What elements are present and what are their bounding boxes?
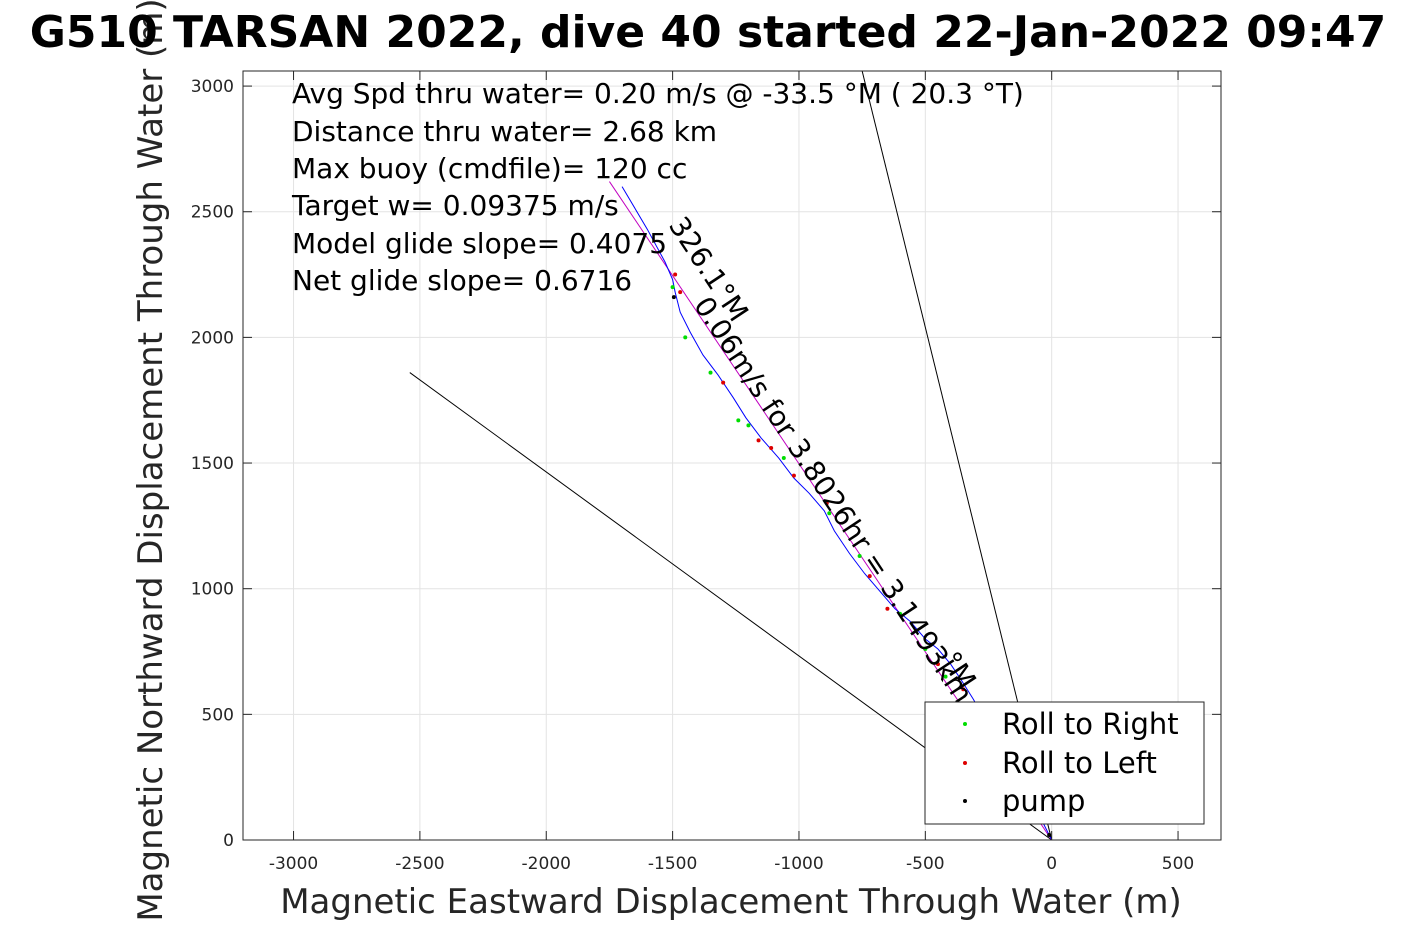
legend-roll-left: Roll to Left [1002, 746, 1157, 780]
x-tick-label: -3000 [269, 854, 318, 874]
roll-right-marker [857, 554, 862, 559]
legend-pump: pump [1002, 784, 1085, 818]
x-tick-label: 500 [1162, 854, 1194, 874]
roll-left-marker [961, 687, 966, 692]
roll-right-marker [708, 370, 713, 375]
roll-left-marker [824, 501, 829, 506]
annotation-model-glide: Model glide slope= 0.4075 [292, 227, 667, 260]
y-tick-label: 1500 [191, 454, 234, 474]
chart-title: G510 TARSAN 2022, dive 40 started 22-Jan… [30, 7, 1386, 58]
y-tick-label: 1000 [191, 580, 234, 600]
roll-right-marker [923, 647, 928, 652]
legend-box [924, 701, 1205, 825]
x-tick-label: -500 [906, 854, 945, 874]
y-tick-label: 0 [223, 831, 234, 851]
plot-frame [242, 70, 1222, 841]
roll-right-marker [781, 456, 786, 461]
roll-right-marker [746, 423, 751, 428]
x-tick-label: -2000 [522, 854, 571, 874]
x-tick-label: -2500 [395, 854, 444, 874]
y-tick-label: 3000 [191, 77, 234, 97]
annotation-avg-speed: Avg Spd thru water= 0.20 m/s @ -33.5 °M … [292, 77, 1024, 110]
roll-left-marker [756, 438, 761, 443]
x-axis-ticks: -3000 -2500 -2000 -1500 -1000 -500 0 500 [269, 71, 1194, 874]
pump-marker [1047, 832, 1052, 837]
y-axis-label: Magnetic Northward Displacement Through … [131, 0, 171, 922]
annotation-net-glide: Net glide slope= 0.6716 [292, 264, 632, 297]
annotation-distance: Distance thru water= 2.68 km [292, 115, 717, 148]
roll-right-marker [827, 511, 832, 516]
legend-roll-left-marker [963, 761, 967, 765]
legend-roll-right: Roll to Right [1002, 707, 1179, 741]
legend: Roll to Right Roll to Left pump [924, 701, 1205, 825]
y-tick-label: 2500 [191, 203, 234, 223]
roll-left-marker [721, 380, 726, 385]
roll-left-marker [769, 445, 774, 450]
series-line [621, 186, 1053, 841]
x-tick-label: -1000 [774, 854, 823, 874]
y-tick-label: 500 [202, 705, 234, 725]
roll-right-marker [943, 674, 948, 679]
y-axis-ticks: 0 500 1000 1500 2000 2500 3000 [191, 77, 1221, 851]
roll-left-marker [678, 290, 683, 295]
roll-left-marker [867, 574, 872, 579]
x-tick-label: -1500 [648, 854, 697, 874]
roll-right-marker [683, 335, 688, 340]
roll-left-marker [935, 662, 940, 667]
annotation-max-buoy: Max buoy (cmdfile)= 120 cc [292, 152, 687, 185]
x-tick-label: 0 [1046, 854, 1057, 874]
roll-left-marker [673, 272, 678, 277]
y-tick-label: 2000 [191, 328, 234, 348]
legend-roll-right-marker [963, 722, 967, 726]
pump-marker [671, 295, 676, 300]
roll-left-marker [791, 473, 796, 478]
legend-pump-marker [963, 799, 967, 803]
roll-right-marker [670, 285, 675, 290]
annotation-block: Avg Spd thru water= 0.20 m/s @ -33.5 °M … [291, 77, 1024, 297]
x-axis-label: Magnetic Eastward Displacement Through W… [280, 882, 1182, 922]
roll-right-marker [898, 611, 903, 616]
roll-left-marker [885, 606, 890, 611]
series [621, 186, 1053, 841]
annotation-target-w: Target w= 0.09375 m/s [291, 189, 619, 222]
roll-right-marker [736, 418, 741, 423]
